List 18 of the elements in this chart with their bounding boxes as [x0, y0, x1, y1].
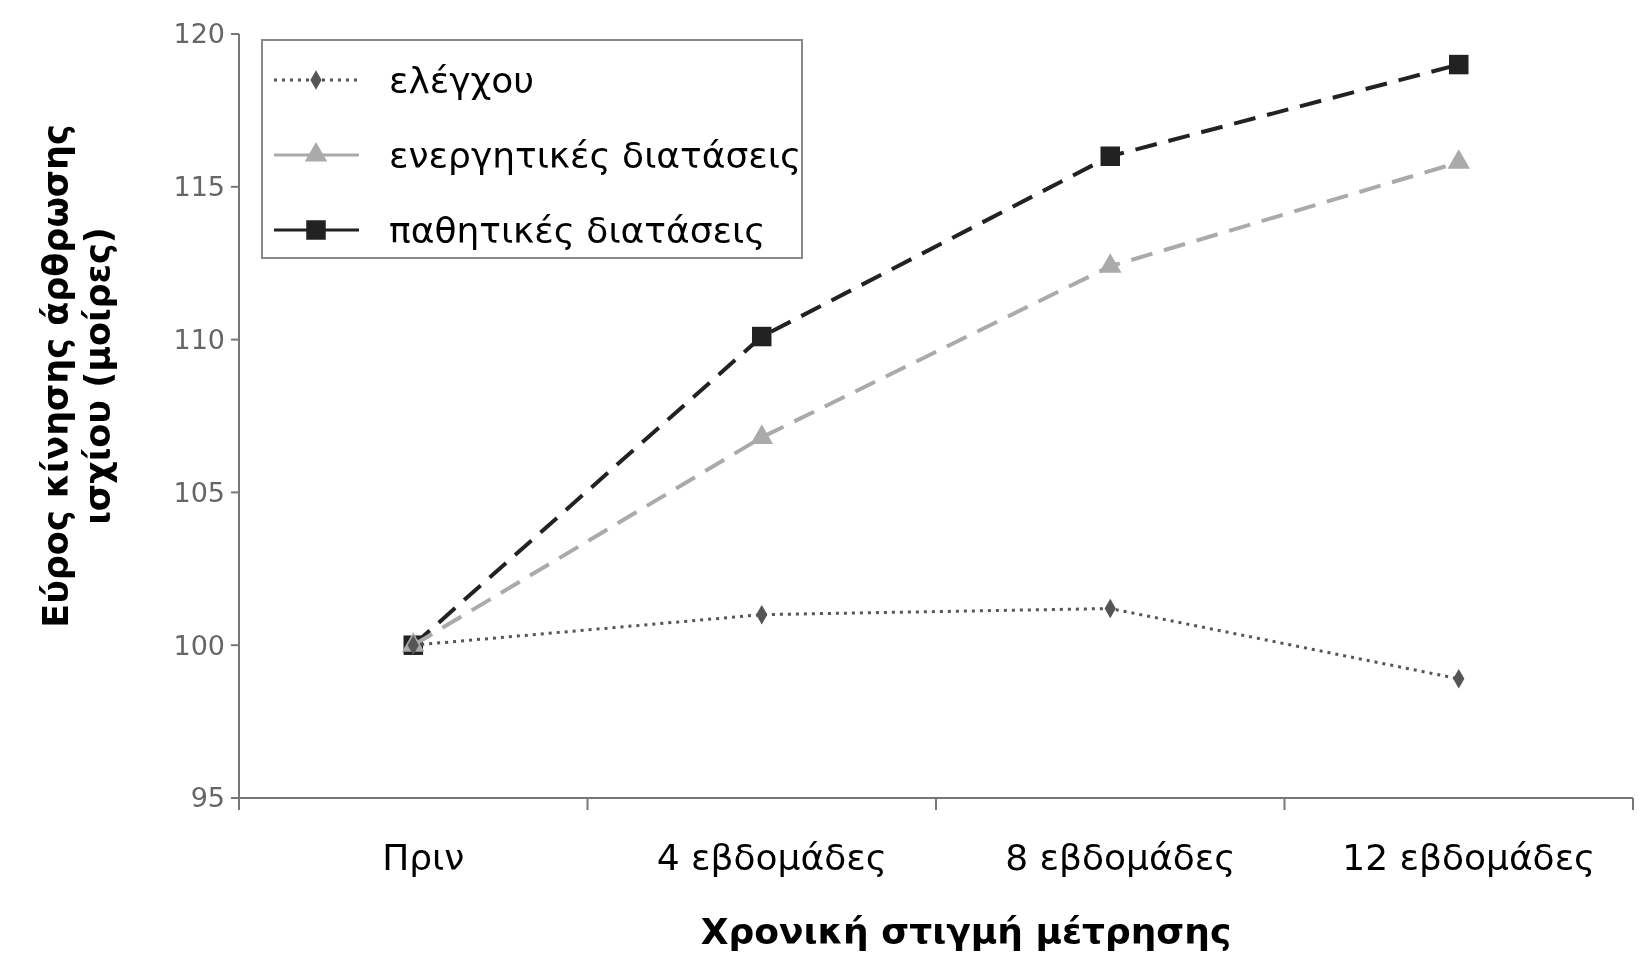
x-axis-title: Χρονική στιγμή μέτρησης — [700, 911, 1232, 952]
y-tick-label: 100 — [173, 629, 225, 661]
point — [752, 326, 772, 347]
y-axis-title: Εύρος κίνησης άρθρωσης ισχίου (μοίρες) — [36, 124, 118, 628]
point — [1100, 146, 1120, 166]
point — [1449, 54, 1469, 75]
legend-label: ενεργητικές διατάσεις — [389, 134, 802, 176]
x-tick-label: 8 εβδομάδες — [1005, 837, 1236, 878]
y-tick-label: 115 — [173, 171, 225, 203]
y-tick-label: 105 — [173, 476, 225, 508]
x-tick-label: 4 εβδομάδες — [656, 837, 887, 878]
y-tick-label: 110 — [173, 324, 225, 356]
x-tick-label: 12 εβδομάδες — [1342, 837, 1596, 878]
legend-label: παθητικές διατάσεις — [389, 209, 766, 251]
x-tick-label: Πριν — [382, 837, 465, 878]
legend-label: ελέγχου — [389, 59, 535, 101]
y-tick-label: 95 — [190, 782, 225, 814]
y-tick-label: 120 — [173, 18, 225, 50]
